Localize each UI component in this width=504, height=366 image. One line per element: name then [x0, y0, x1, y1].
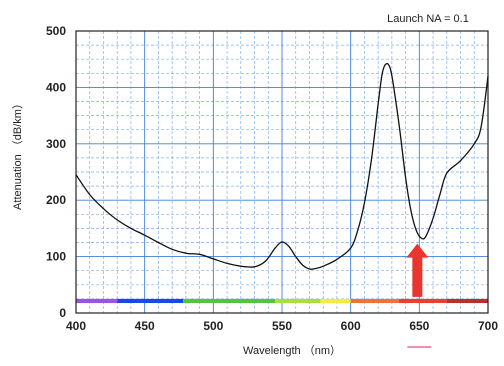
plot-frame	[75, 30, 489, 314]
y-tick-labels: 0 100 200 300 400 500	[46, 24, 66, 320]
visible-spectrum-bar	[76, 298, 488, 303]
y-tick-label: 100	[46, 250, 66, 264]
arrow-up-icon	[406, 243, 429, 297]
spectrum-segment	[76, 298, 118, 303]
x-tick-label: 500	[203, 319, 223, 333]
x-tick-labels: 400 450 500 550 600 650 700	[66, 319, 498, 333]
x-tick-label: 700	[478, 319, 498, 333]
y-tick-label: 400	[46, 80, 66, 94]
x-tick-label: 400	[66, 319, 86, 333]
x-tick-label: 450	[135, 319, 155, 333]
y-axis-label: Attenuation （dB/km）	[11, 98, 24, 210]
spectrum-segment	[446, 298, 488, 303]
y-tick-label: 500	[46, 24, 66, 38]
y-tick-label: 0	[59, 306, 66, 320]
spectrum-segment	[350, 298, 399, 303]
highlight-arrow	[406, 243, 429, 297]
launch-na-annotation: Launch NA = 0.1	[387, 13, 469, 25]
spectrum-segment	[275, 298, 321, 303]
spectrum-segment	[398, 298, 447, 303]
x-tick-label: 550	[272, 319, 292, 333]
spectrum-segment	[320, 298, 351, 303]
x-tick-label: 600	[341, 319, 361, 333]
spectrum-segment	[117, 298, 184, 303]
x-axis-label: Wavelength （nm）	[243, 344, 341, 357]
spectrum-segment	[183, 298, 276, 303]
y-tick-label: 300	[46, 137, 66, 151]
x-tick-label: 650	[409, 319, 429, 333]
attenuation-curve	[75, 62, 489, 270]
y-tick-label: 200	[46, 193, 66, 207]
